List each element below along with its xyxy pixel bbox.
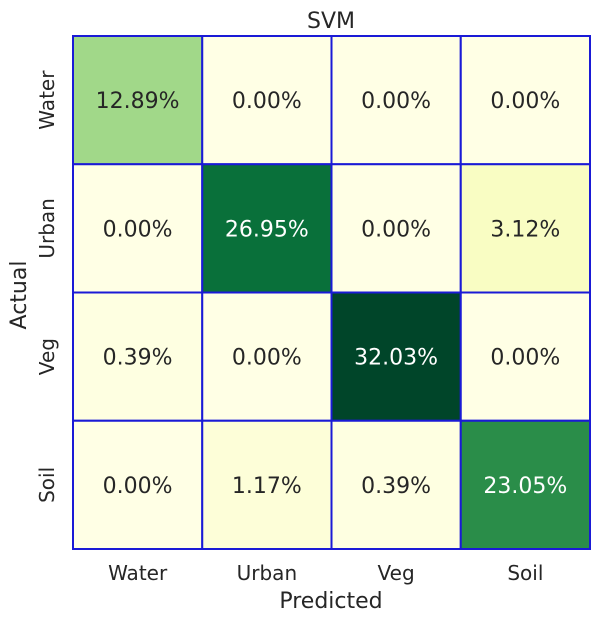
y-tick-label: Soil <box>35 467 59 503</box>
cell-value-label: 0.00% <box>103 217 173 242</box>
x-tick-label: Urban <box>237 561 298 585</box>
heatmap-cell <box>201 35 333 166</box>
cell-value-label: 1.17% <box>232 474 302 499</box>
cell-value-label: 0.00% <box>361 217 431 242</box>
y-tick-label: Urban <box>35 198 59 259</box>
heatmap-cell <box>459 35 591 166</box>
heatmap-cell <box>459 163 591 294</box>
heatmap-cell <box>201 163 333 294</box>
heatmap-cell <box>330 35 462 166</box>
heatmap-cell <box>459 291 591 422</box>
y-tick-label: Veg <box>35 338 59 375</box>
heatmap-cell <box>201 419 333 550</box>
cell-value-label: 3.12% <box>490 217 560 242</box>
heatmap-cell <box>72 419 204 550</box>
heatmap-cell <box>72 35 204 166</box>
x-axis-label: Predicted <box>279 589 382 614</box>
cell-value-label: 0.00% <box>232 346 302 371</box>
cell-value-label: 0.00% <box>361 89 431 114</box>
y-tick-label: Water <box>35 70 59 130</box>
heatmap-cells: 12.89% 0.00% 0.00% 0.00% 0.00% 26.95% 0.00% 3.1… <box>72 35 591 550</box>
heatmap-cell <box>459 419 591 550</box>
cell-value-label: 32.03% <box>354 346 438 371</box>
cell-value-label: 0.39% <box>103 346 173 371</box>
y-axis-label: Actual <box>7 261 32 330</box>
cell-value-label: 0.39% <box>361 474 431 499</box>
x-tick-label: Water <box>108 561 168 585</box>
cell-value-label: 0.00% <box>490 346 560 371</box>
cell-value-label: 23.05% <box>483 474 567 499</box>
cell-value-label: 12.89% <box>96 89 180 114</box>
chart-title: SVM <box>307 9 355 34</box>
cell-value-label: 0.00% <box>490 89 560 114</box>
cell-value-label: 26.95% <box>225 217 309 242</box>
cell-value-label: 0.00% <box>232 89 302 114</box>
x-tick-label: Veg <box>378 561 415 585</box>
x-tick-label: Soil <box>507 561 543 585</box>
cell-value-label: 0.00% <box>103 474 173 499</box>
x-tick-labels: Water Urban Veg Soil <box>108 561 543 585</box>
heatmap-cell <box>201 291 333 422</box>
y-tick-labels: Water Urban Veg Soil <box>35 70 59 503</box>
